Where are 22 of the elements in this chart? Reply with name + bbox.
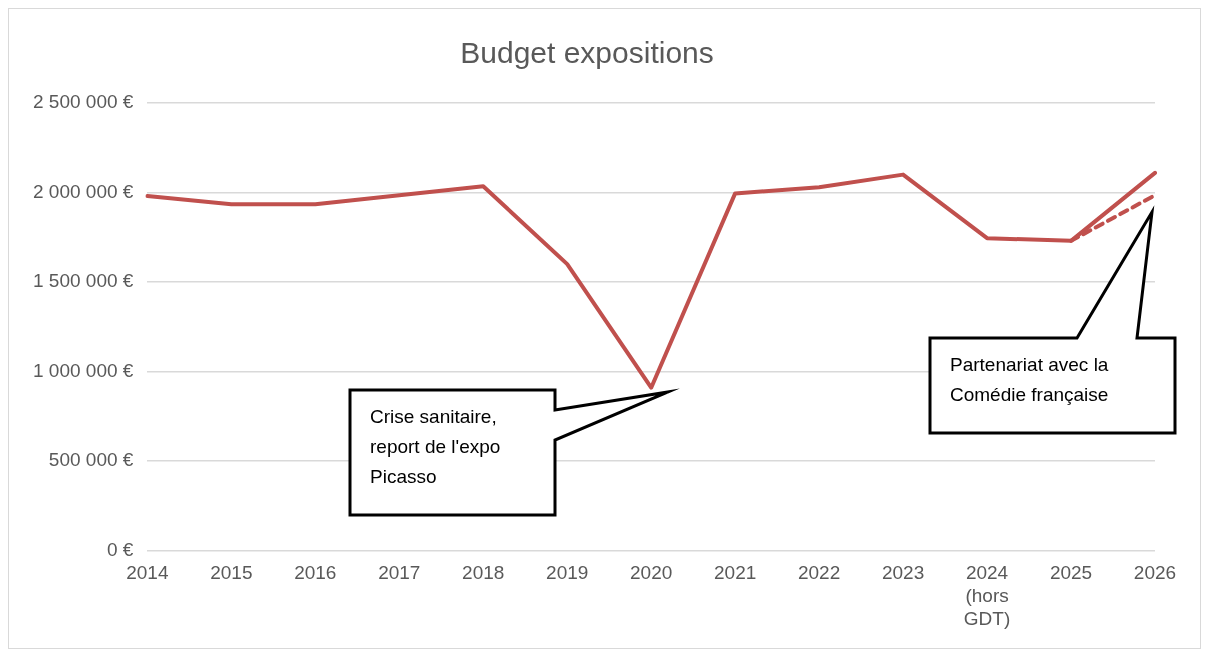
x-tick-label: 2019 bbox=[546, 562, 589, 584]
x-tick-label: 2017 bbox=[378, 562, 421, 584]
annotation: Partenariat avec la Comédie française bbox=[950, 353, 1109, 405]
x-tick-label: 2024 (hors GDT) bbox=[963, 562, 1011, 629]
y-tick-label: 2 500 000 € bbox=[33, 91, 134, 113]
x-tick-label: 2016 bbox=[294, 562, 337, 584]
y-tick-label: 0 € bbox=[106, 538, 134, 560]
x-tick-label: 2026 bbox=[1133, 562, 1177, 584]
chart-title: Budget expositions bbox=[460, 36, 714, 70]
x-tick-label: 2015 bbox=[210, 562, 253, 584]
annotation: Crise sanitaire, report de l'expo Picasso bbox=[370, 405, 501, 487]
y-tick-label: 1 000 000 € bbox=[33, 359, 134, 381]
x-tick-label: 2014 bbox=[126, 562, 169, 584]
x-tick-label: 2023 bbox=[881, 562, 925, 584]
x-tick-label: 2022 bbox=[797, 562, 841, 584]
x-tick-label: 2020 bbox=[630, 562, 673, 584]
x-tick-label: 2018 bbox=[462, 562, 505, 584]
y-tick-label: 1 500 000 € bbox=[33, 270, 134, 292]
x-tick-label: 2021 bbox=[714, 562, 757, 584]
y-tick-label: 500 000 € bbox=[48, 449, 134, 471]
y-tick-label: 2 000 000 € bbox=[33, 180, 134, 202]
x-tick-label: 2025 bbox=[1049, 562, 1093, 584]
